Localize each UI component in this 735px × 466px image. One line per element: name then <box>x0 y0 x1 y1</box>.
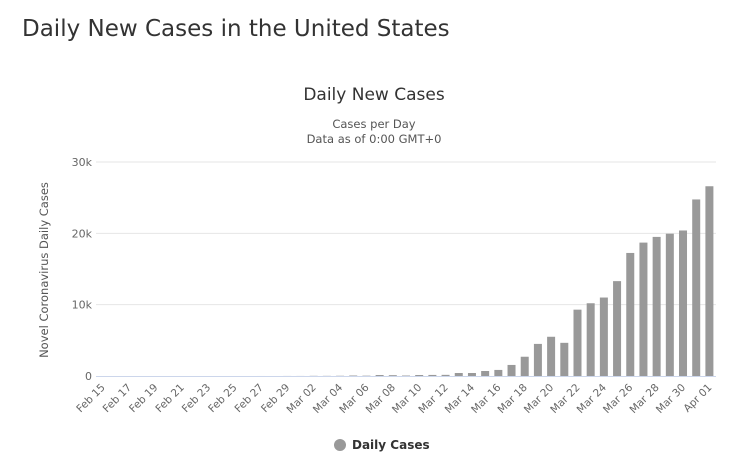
x-tick-label: Mar 30 <box>654 382 688 416</box>
bar <box>494 369 503 376</box>
bar <box>626 252 635 376</box>
y-tick-label: 20k <box>72 227 93 240</box>
bar <box>428 374 437 376</box>
bar <box>481 371 490 376</box>
x-tick-label: Feb 25 <box>206 382 239 415</box>
x-tick-label: Apr 01 <box>681 382 714 415</box>
bar <box>415 375 424 376</box>
x-tick-label: Feb 19 <box>127 382 160 415</box>
bar <box>586 303 595 376</box>
x-tick-label: Feb 27 <box>233 382 266 415</box>
x-tick-label: Feb 17 <box>101 382 134 415</box>
bar <box>599 297 608 376</box>
chart-subtitle: Cases per Day <box>332 117 415 131</box>
y-tick-label: 30k <box>72 156 93 169</box>
bar <box>533 343 542 376</box>
bar <box>692 199 701 376</box>
chart-title: Daily New Cases <box>303 85 445 105</box>
bar <box>375 375 384 376</box>
bar <box>467 373 476 376</box>
bar <box>560 342 569 376</box>
page-title: Daily New Cases in the United States <box>22 16 450 42</box>
bar <box>665 233 674 376</box>
chart-subtitle: Data as of 0:00 GMT+0 <box>307 132 442 146</box>
bar <box>441 374 450 376</box>
y-tick-label: 0 <box>85 370 92 383</box>
bar <box>652 236 661 376</box>
y-tick-label: 10k <box>72 299 93 312</box>
legend-label: Daily Cases <box>352 438 430 452</box>
bar <box>520 356 529 376</box>
y-axis-label: Novel Coronavirus Daily Cases <box>37 182 51 358</box>
bar <box>639 242 648 376</box>
bar <box>705 186 714 376</box>
bar <box>679 230 688 376</box>
legend-marker <box>334 439 346 451</box>
x-tick-label: Feb 21 <box>153 382 186 415</box>
bar <box>388 375 397 376</box>
bar <box>573 309 582 376</box>
bar <box>547 336 556 376</box>
bar <box>613 281 622 376</box>
bar <box>507 364 516 376</box>
x-tick-label: Feb 23 <box>180 382 213 415</box>
bar <box>454 373 463 376</box>
x-tick-label: Feb 15 <box>74 382 107 415</box>
